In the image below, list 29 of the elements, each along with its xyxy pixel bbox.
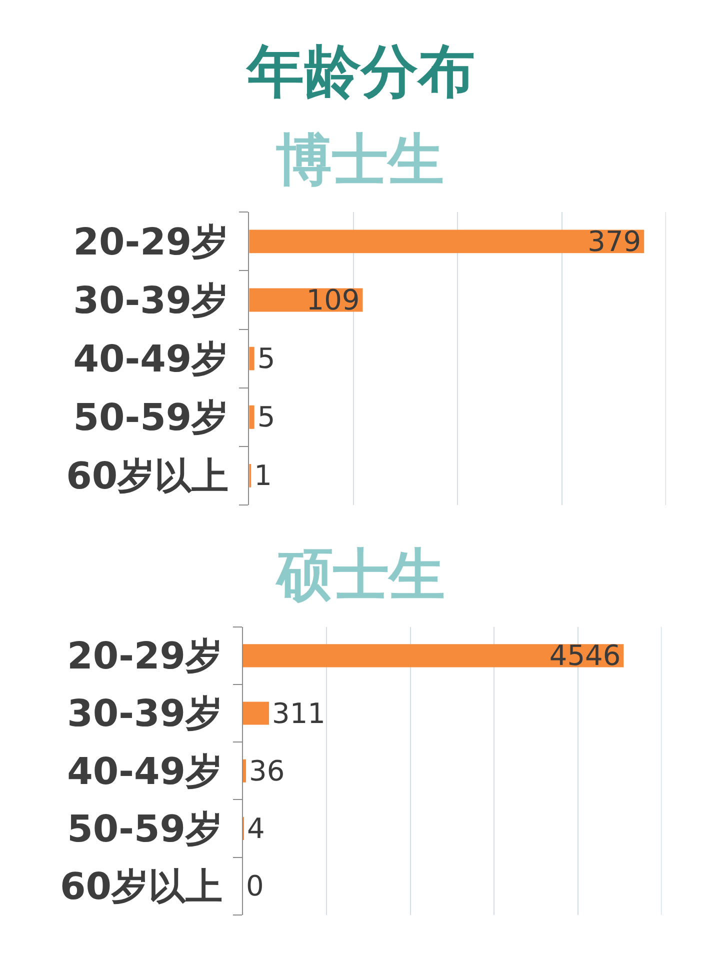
chart-subtitle: 博士生	[276, 128, 444, 193]
y-tick-label: 40-49岁	[67, 750, 222, 793]
y-tick-label: 60岁以上	[66, 454, 229, 498]
bar	[243, 702, 270, 725]
data-label: 1	[254, 459, 272, 492]
y-tick-label: 60岁以上	[60, 865, 222, 908]
bar	[249, 405, 254, 429]
chart-title: 年龄分布	[245, 39, 475, 105]
data-label: 379	[588, 224, 642, 258]
y-tick-label: 20-29岁	[67, 634, 222, 678]
data-label: 4	[247, 812, 265, 845]
data-label: 5	[257, 400, 276, 434]
data-label: 4546	[549, 639, 621, 672]
y-tick-label: 20-29岁	[73, 220, 229, 264]
y-tick-label: 50-59岁	[73, 396, 229, 440]
y-tick-label: 40-49岁	[73, 338, 229, 381]
bar	[243, 759, 246, 782]
data-label: 109	[306, 284, 360, 316]
bar	[249, 230, 644, 254]
bar	[249, 346, 254, 370]
data-label: 0	[246, 870, 264, 903]
bar	[243, 644, 624, 668]
y-tick-label: 30-39岁	[73, 278, 229, 322]
data-label: 36	[249, 754, 285, 788]
y-tick-label: 30-39岁	[67, 692, 222, 736]
y-tick-label: 50-59岁	[67, 807, 222, 850]
data-label: 5	[257, 342, 276, 376]
chart-subtitle: 硕士生	[275, 543, 445, 608]
data-label: 311	[272, 696, 326, 730]
